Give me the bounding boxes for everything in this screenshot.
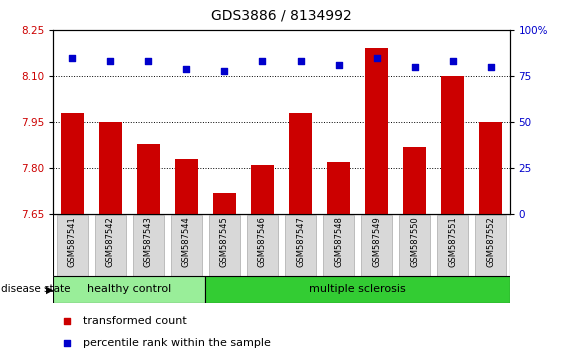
Text: GDS3886 / 8134992: GDS3886 / 8134992 — [211, 9, 352, 23]
FancyBboxPatch shape — [475, 215, 506, 275]
Point — [334, 62, 343, 68]
FancyBboxPatch shape — [133, 215, 164, 275]
Text: GSM587544: GSM587544 — [182, 216, 191, 267]
FancyBboxPatch shape — [323, 215, 354, 275]
FancyBboxPatch shape — [285, 215, 316, 275]
FancyBboxPatch shape — [53, 276, 205, 303]
Text: GSM587549: GSM587549 — [372, 216, 381, 267]
Text: GSM587550: GSM587550 — [410, 216, 419, 267]
Text: transformed count: transformed count — [83, 316, 187, 326]
Text: GSM587542: GSM587542 — [106, 216, 115, 267]
Bar — [213, 193, 236, 214]
Point — [62, 340, 72, 346]
Text: GSM587543: GSM587543 — [144, 216, 153, 267]
Point — [106, 58, 115, 64]
Point — [296, 58, 305, 64]
Bar — [137, 144, 160, 214]
Point — [372, 55, 381, 61]
Text: healthy control: healthy control — [87, 284, 172, 295]
Point — [486, 64, 495, 70]
Point — [62, 318, 72, 324]
Text: GSM587545: GSM587545 — [220, 216, 229, 267]
FancyBboxPatch shape — [95, 215, 126, 275]
Bar — [441, 76, 464, 214]
Point — [258, 58, 267, 64]
FancyBboxPatch shape — [247, 215, 278, 275]
Text: percentile rank within the sample: percentile rank within the sample — [83, 338, 271, 348]
FancyBboxPatch shape — [209, 215, 240, 275]
Text: GSM587541: GSM587541 — [68, 216, 77, 267]
FancyBboxPatch shape — [57, 215, 88, 275]
Bar — [289, 113, 312, 214]
Bar — [251, 165, 274, 214]
FancyBboxPatch shape — [171, 215, 202, 275]
Text: GSM587547: GSM587547 — [296, 216, 305, 267]
Bar — [403, 147, 426, 214]
FancyBboxPatch shape — [205, 276, 510, 303]
Bar — [99, 122, 122, 214]
Bar — [61, 113, 84, 214]
Text: ▶: ▶ — [46, 284, 53, 295]
Bar — [175, 159, 198, 214]
Text: GSM587551: GSM587551 — [448, 216, 457, 267]
Bar — [479, 122, 502, 214]
Bar — [365, 48, 388, 214]
Text: GSM587548: GSM587548 — [334, 216, 343, 267]
Point — [182, 66, 191, 72]
Text: GSM587552: GSM587552 — [486, 216, 495, 267]
Text: GSM587546: GSM587546 — [258, 216, 267, 267]
Point — [220, 68, 229, 73]
Text: multiple sclerosis: multiple sclerosis — [309, 284, 406, 295]
FancyBboxPatch shape — [399, 215, 430, 275]
Point — [410, 64, 419, 70]
Point — [68, 55, 77, 61]
FancyBboxPatch shape — [361, 215, 392, 275]
FancyBboxPatch shape — [437, 215, 468, 275]
Point — [144, 58, 153, 64]
Bar — [327, 162, 350, 214]
Text: disease state: disease state — [1, 284, 70, 295]
Point — [448, 58, 457, 64]
